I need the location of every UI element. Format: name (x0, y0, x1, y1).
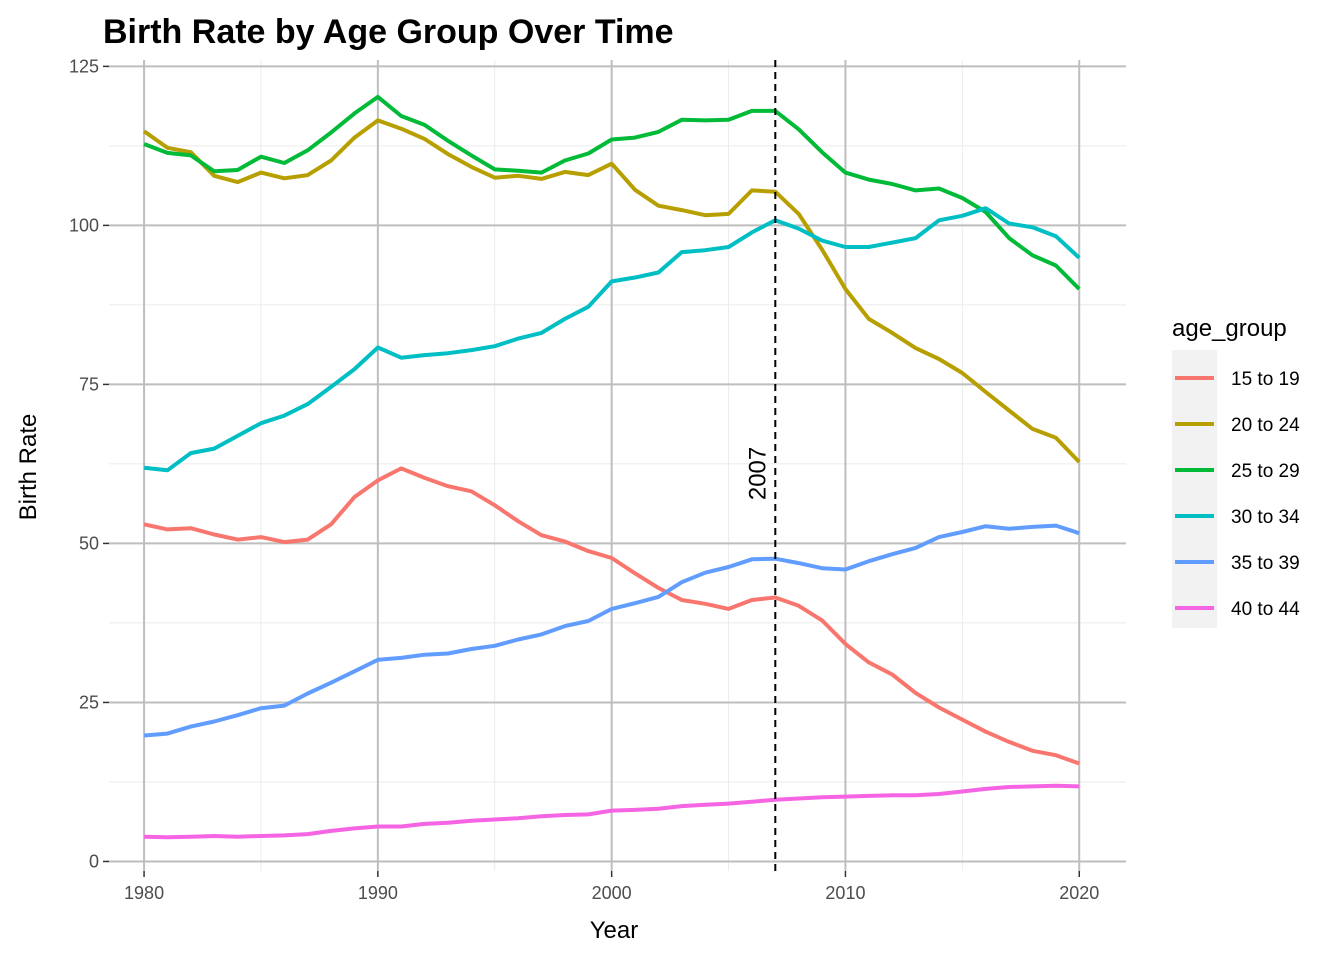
y-tick-label: 125 (69, 56, 99, 76)
reference-line-2007: 2007 (744, 60, 777, 871)
series-line-40-to-44 (144, 783, 1080, 840)
x-tick-label: 2020 (1059, 883, 1099, 903)
x-axis-ticks: 1980 1990 2000 2010 2020 (124, 871, 1099, 903)
series-line-30-to-34 (143, 206, 1081, 473)
legend-label: 40 to 44 (1231, 599, 1300, 620)
series-line-20-to-24 (142, 118, 1081, 464)
series-lines (142, 94, 1081, 840)
y-axis-label: Birth Rate (15, 414, 42, 521)
series-line-15-to-19 (143, 466, 1080, 766)
legend: age_group 15 to 19 20 to 24 25 to 29 30 to … (1172, 315, 1300, 628)
legend-title: age_group (1172, 315, 1287, 342)
x-tick-label: 2000 (592, 883, 632, 903)
legend-key-background (1172, 350, 1217, 628)
legend-label: 20 to 24 (1231, 415, 1300, 436)
series-line-25-to-29 (143, 94, 1081, 291)
legend-label: 35 to 39 (1231, 553, 1300, 574)
x-tick-label: 1980 (124, 883, 164, 903)
legend-label: 30 to 34 (1231, 507, 1300, 528)
y-tick-label: 50 (79, 533, 99, 553)
grid-lines (109, 60, 1126, 871)
legend-label: 15 to 19 (1231, 369, 1300, 390)
y-tick-label: 25 (79, 692, 99, 712)
y-tick-label: 100 (69, 215, 99, 235)
y-tick-label: 75 (79, 374, 99, 394)
x-tick-label: 1990 (358, 883, 398, 903)
x-axis-label: Year (590, 917, 639, 944)
series-line-35-to-39 (143, 523, 1080, 738)
legend-label: 25 to 29 (1231, 461, 1300, 482)
y-axis-ticks: 0 25 50 75 100 125 (69, 56, 109, 871)
y-tick-label: 0 (89, 851, 99, 871)
vline-label: 2007 (744, 447, 771, 500)
chart-title: Birth Rate by Age Group Over Time (103, 13, 674, 51)
x-tick-label: 2010 (825, 883, 865, 903)
